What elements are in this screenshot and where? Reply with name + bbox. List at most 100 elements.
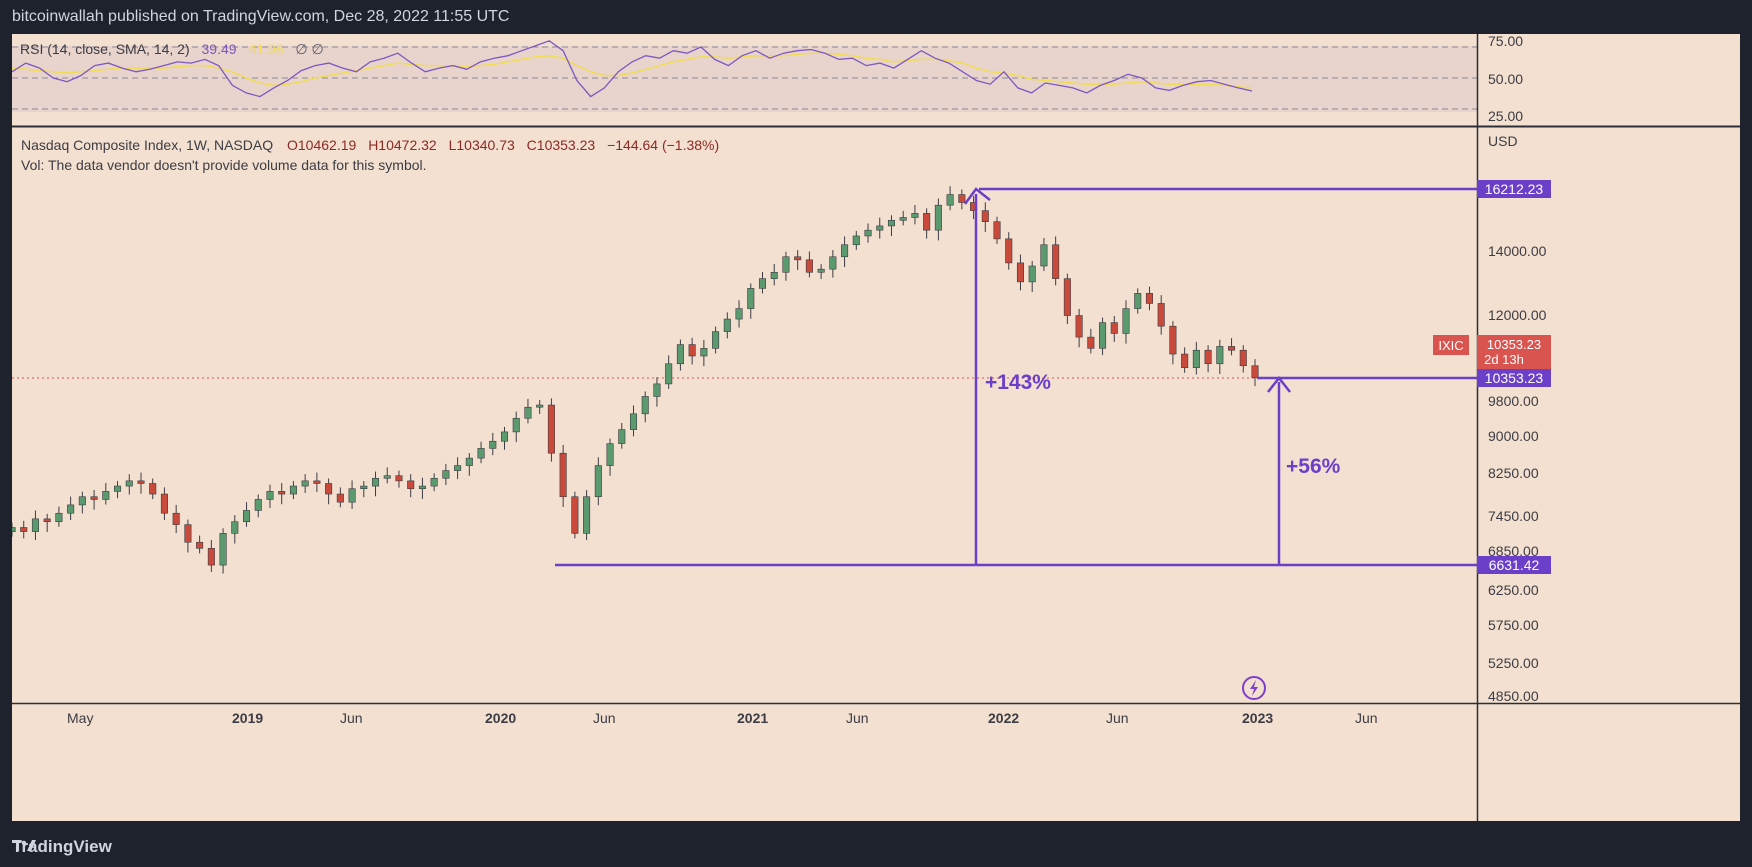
candle-up: [1134, 293, 1142, 309]
time-label-may: May: [67, 710, 93, 726]
symbol-tag-text: IXIC: [1438, 338, 1463, 353]
symbol-name: Nasdaq Composite Index, 1W, NASDAQ: [21, 137, 273, 153]
time-label-2021: 2021: [737, 710, 768, 726]
candle-down: [923, 213, 931, 231]
last-price-tag: [1477, 335, 1551, 369]
candle-down: [1157, 303, 1165, 327]
symbol-tag: [1433, 335, 1469, 355]
candle-up: [454, 465, 462, 471]
candle-up: [465, 457, 473, 466]
time-axis: May 2019 Jun 2020 Jun 2021 Jun 2022 Jun …: [67, 710, 1378, 726]
candle-down: [43, 518, 51, 523]
time-label-2023: 2023: [1242, 710, 1273, 726]
time-label-2022: 2022: [988, 710, 1019, 726]
candle-up: [841, 244, 849, 258]
rise-percent-label: +143%: [985, 371, 1051, 394]
candle-up: [1122, 308, 1130, 334]
price-tick-9000: 9000.00: [1488, 428, 1539, 444]
candle-up: [829, 256, 837, 270]
candle-up: [1192, 349, 1200, 369]
price-label-tags: 16212.23 10353.23 6631.42 IXIC 10353.23 …: [1433, 180, 1551, 574]
candle-down: [172, 512, 180, 525]
price-tick-12000: 12000.00: [1488, 307, 1547, 323]
candle-down: [407, 480, 415, 490]
price-tick-8250: 8250.00: [1488, 465, 1539, 481]
ohlc-low: L10340.73: [449, 137, 515, 153]
candle-down: [20, 527, 28, 532]
candle-up: [536, 404, 544, 408]
rsi-tick-75: 75.00: [1488, 34, 1523, 49]
candle-down: [90, 496, 98, 500]
candle-up: [418, 485, 426, 490]
annotation-lines: +143% +56%: [555, 187, 1477, 567]
ohlc-change: −144.64 (−1.38%): [607, 137, 719, 153]
current-price-tag-text: 10353.23: [1485, 370, 1544, 386]
candle-down: [1169, 325, 1177, 355]
candle-down: [395, 475, 403, 482]
candle-up: [360, 485, 368, 490]
candle-up: [782, 256, 790, 273]
low-price-tag-text: 6631.42: [1489, 557, 1540, 573]
high-price-tag-text: 16212.23: [1485, 181, 1544, 197]
price-tick-6250: 6250.00: [1488, 582, 1539, 598]
ohlc-high: H10472.32: [368, 137, 437, 153]
rsi-legend-title: RSI (14, close, SMA, 14, 2): [20, 41, 190, 57]
candle-up: [1216, 346, 1224, 365]
rsi-legend-value: 39.49: [202, 41, 237, 57]
chart-frame: RSI (14, close, SMA, 14, 2) 39.49 41.96 …: [12, 34, 1740, 821]
main-legend: Nasdaq Composite Index, 1W, NASDAQ O1046…: [21, 137, 719, 173]
candle-up: [1040, 244, 1048, 267]
rsi-panel: RSI (14, close, SMA, 14, 2) 39.49 41.96 …: [12, 34, 1523, 124]
candle-up: [817, 268, 825, 273]
candle-up: [723, 318, 731, 332]
candle-up: [606, 443, 614, 466]
last-price-tag-text: 10353.23: [1487, 337, 1541, 352]
publish-line: bitcoinwallah published on TradingView.c…: [12, 8, 510, 25]
candle-up: [301, 480, 309, 487]
tradingview-logo-icon: [12, 840, 36, 851]
candle-down: [1110, 322, 1118, 334]
candle-down: [1063, 278, 1071, 316]
price-axis: 14000.00 12000.00 9800.00 9000.00 8250.0…: [1488, 243, 1547, 704]
candle-up: [477, 448, 485, 459]
candle-up: [489, 440, 497, 449]
currency-label: USD: [1488, 133, 1518, 149]
candle-down: [149, 483, 157, 495]
time-label-2019: 2019: [232, 710, 263, 726]
candle-up: [430, 477, 438, 487]
time-label-jun-2020: Jun: [593, 710, 616, 726]
candle-down: [313, 480, 321, 484]
candle-up: [383, 475, 391, 479]
candle-down: [137, 480, 145, 484]
candle-down: [325, 483, 333, 495]
rebound-percent-label: +56%: [1286, 455, 1341, 478]
main-legend-line1: Nasdaq Composite Index, 1W, NASDAQ O1046…: [21, 137, 719, 153]
rsi-legend-extra: ∅ ∅: [295, 41, 323, 57]
candle-down: [981, 210, 989, 222]
footer-brand[interactable]: TradingView: [12, 837, 112, 857]
candle-down: [336, 493, 344, 503]
candle-up: [219, 533, 227, 566]
candle-up: [770, 271, 778, 279]
candle-down: [278, 491, 286, 495]
candle-down: [688, 344, 696, 357]
time-label-jun-2019: Jun: [340, 710, 363, 726]
price-candles: [12, 186, 1259, 574]
candle-up: [618, 429, 626, 444]
candle-up: [31, 518, 39, 532]
candle-down: [1204, 349, 1212, 365]
candle-up: [653, 383, 661, 397]
lightning-icon[interactable]: [1242, 676, 1266, 700]
candle-up: [594, 465, 602, 498]
ohlc-open: O10462.19: [287, 137, 356, 153]
candle-up: [887, 219, 896, 227]
candle-down: [571, 496, 579, 534]
price-tick-5250: 5250.00: [1488, 655, 1539, 671]
candle-down: [1181, 353, 1189, 369]
candle-down: [794, 256, 802, 261]
time-label-jun-2023: Jun: [1355, 710, 1378, 726]
candle-up: [852, 235, 860, 246]
candle-up: [102, 491, 110, 500]
candle-down: [559, 452, 567, 498]
candle-down: [1239, 349, 1247, 367]
